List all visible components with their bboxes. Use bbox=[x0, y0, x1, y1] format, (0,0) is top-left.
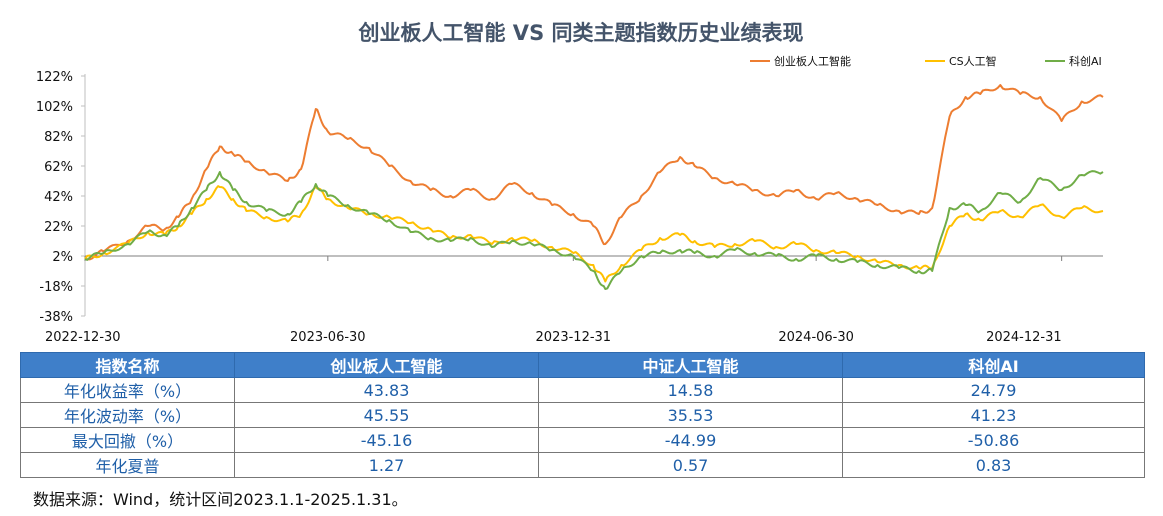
x-tick-label: 2024-06-30 bbox=[778, 330, 854, 345]
chart: 创业板人工智能 VS 同类主题指数历史业绩表现 创业板人工智能 CS人工智 科创AI… bbox=[36, 21, 1104, 345]
table-cell: 35.53 bbox=[538, 402, 843, 428]
row-label: 最大回撤（%） bbox=[20, 427, 235, 453]
table-cell: 0.57 bbox=[538, 452, 843, 478]
table-cell: 45.55 bbox=[234, 402, 539, 428]
table-header-row: 指数名称 创业板人工智能 中证人工智能 科创AI bbox=[20, 352, 1145, 378]
y-tick-label: 62% bbox=[44, 160, 73, 175]
legend-label: 创业板人工智能 bbox=[774, 54, 851, 68]
row-label: 年化夏普 bbox=[20, 452, 235, 478]
y-tick-label: 42% bbox=[44, 190, 73, 205]
y-tick-label: 122% bbox=[36, 70, 73, 85]
row-label: 年化波动率（%） bbox=[20, 402, 235, 428]
y-tick-label: 2% bbox=[52, 250, 73, 265]
y-tick-label: 82% bbox=[44, 130, 73, 145]
legend-label: CS人工智 bbox=[949, 54, 997, 68]
y-axis: 122% 102% 82% 62% 42% 22% 2% -18% -38% bbox=[36, 70, 86, 325]
header-chinext-ai: 创业板人工智能 bbox=[234, 352, 539, 378]
series-line-2 bbox=[84, 185, 1104, 283]
table-cell: -50.86 bbox=[842, 427, 1145, 453]
source-note: 数据来源：Wind，统计区间2023.1.1-2025.1.31。 bbox=[33, 490, 408, 509]
table-cell: -44.99 bbox=[538, 427, 843, 453]
table-row: 最大回撤（%） -45.16 -44.99 -50.86 bbox=[20, 427, 1145, 453]
header-index-name: 指数名称 bbox=[20, 352, 235, 378]
x-tick-label: 2023-12-31 bbox=[536, 330, 612, 345]
x-tick-label: 2024-12-31 bbox=[986, 330, 1062, 345]
table-row: 年化收益率（%） 43.83 14.58 24.79 bbox=[20, 377, 1145, 403]
stats-table: 指数名称 创业板人工智能 中证人工智能 科创AI 年化收益率（%） 43.83 … bbox=[20, 352, 1145, 478]
table-cell: 14.58 bbox=[538, 377, 843, 403]
x-tick-label: 2023-06-30 bbox=[290, 330, 366, 345]
table-row: 年化波动率（%） 45.55 35.53 41.23 bbox=[20, 402, 1145, 428]
series-line-3 bbox=[84, 170, 1104, 290]
table-cell: 41.23 bbox=[842, 402, 1145, 428]
table-cell: 43.83 bbox=[234, 377, 539, 403]
y-tick-label: 22% bbox=[44, 220, 73, 235]
table-cell: -45.16 bbox=[234, 427, 539, 453]
x-axis: 2022-12-30 2023-06-30 2023-12-31 2024-06-30… bbox=[45, 255, 1103, 345]
header-csi-ai: 中证人工智能 bbox=[538, 352, 843, 378]
table-cell: 24.79 bbox=[842, 377, 1145, 403]
legend: 创业板人工智能 CS人工智 科创AI bbox=[750, 54, 1102, 68]
y-tick-label: -18% bbox=[39, 280, 73, 295]
x-tick-label: 2022-12-30 bbox=[45, 330, 121, 345]
plot-area bbox=[84, 84, 1104, 290]
row-label: 年化收益率（%） bbox=[20, 377, 235, 403]
chart-title: 创业板人工智能 VS 同类主题指数历史业绩表现 bbox=[358, 21, 804, 45]
table-cell: 0.83 bbox=[842, 452, 1145, 478]
table-row: 年化夏普 1.27 0.57 0.83 bbox=[20, 452, 1145, 478]
y-tick-label: -38% bbox=[39, 310, 73, 325]
series-line-1 bbox=[84, 84, 1104, 261]
header-star-ai: 科创AI bbox=[842, 352, 1145, 378]
table-cell: 1.27 bbox=[234, 452, 539, 478]
legend-label: 科创AI bbox=[1069, 54, 1102, 68]
y-tick-label: 102% bbox=[36, 100, 73, 115]
